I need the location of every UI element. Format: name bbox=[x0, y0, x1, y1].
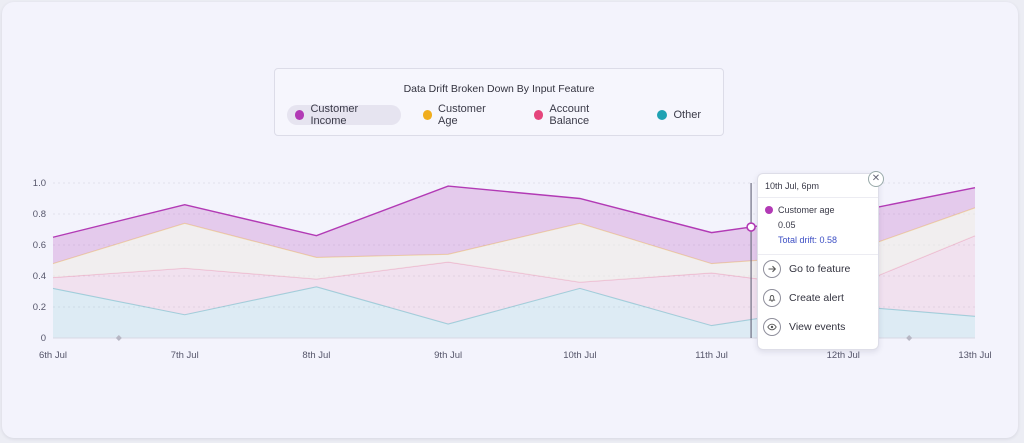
legend-item-other[interactable]: Other bbox=[649, 105, 709, 125]
legend: Customer Income Customer Age Account Bal… bbox=[287, 103, 723, 127]
action-label: Create alert bbox=[789, 292, 844, 304]
y-tick-label: 0.6 bbox=[33, 240, 46, 251]
area-customer-income bbox=[53, 186, 975, 264]
x-tick-label: 9th Jul bbox=[434, 350, 462, 361]
x-tick-label: 10th Jul bbox=[563, 350, 596, 361]
x-tick-label: 12th Jul bbox=[827, 350, 860, 361]
x-tick-label: 6th Jul bbox=[39, 350, 67, 361]
view-events-button[interactable]: View events bbox=[763, 316, 845, 338]
y-tick-label: 1.0 bbox=[33, 178, 46, 189]
divider bbox=[758, 254, 878, 255]
divider bbox=[758, 197, 878, 198]
bell-icon bbox=[763, 289, 781, 307]
area-other bbox=[53, 286, 975, 338]
y-tick-label: 0.4 bbox=[33, 271, 46, 282]
create-alert-button[interactable]: Create alert bbox=[763, 287, 844, 309]
legend-label: Account Balance bbox=[549, 103, 590, 127]
arrow-right-icon bbox=[763, 260, 781, 278]
y-tick-label: 0.2 bbox=[33, 302, 46, 313]
axis-marker bbox=[115, 335, 122, 341]
eye-icon bbox=[763, 318, 781, 336]
legend-dot bbox=[533, 110, 544, 120]
tooltip-time: 10th Jul, 6pm bbox=[765, 181, 820, 191]
go-to-feature-button[interactable]: Go to feature bbox=[763, 258, 850, 280]
x-tick-label: 13th Jul bbox=[958, 350, 991, 361]
legend-item-account-balance[interactable]: Account Balance bbox=[526, 103, 636, 127]
y-tick-label: 0.8 bbox=[33, 209, 46, 220]
legend-dot bbox=[657, 110, 668, 120]
action-label: Go to feature bbox=[789, 263, 851, 275]
x-tick-label: 8th Jul bbox=[302, 350, 330, 361]
legend-dot bbox=[295, 110, 305, 120]
legend-label: Customer Age bbox=[438, 103, 486, 127]
chart-title: Data Drift Broken Down By Input Feature bbox=[403, 83, 595, 95]
tooltip-feature-label: Customer age bbox=[778, 205, 835, 215]
tooltip-value: 0.05 bbox=[778, 220, 796, 230]
axis-marker bbox=[906, 335, 913, 341]
action-label: View events bbox=[789, 321, 846, 333]
feature-dot bbox=[765, 206, 773, 214]
tooltip-total: Total drift: 0.58 bbox=[778, 235, 838, 245]
legend-label: Other bbox=[673, 109, 701, 121]
area-customer-age bbox=[53, 207, 975, 290]
hover-point bbox=[746, 222, 756, 232]
x-tick-label: 11th Jul bbox=[695, 350, 728, 361]
legend-panel: Data Drift Broken Down By Input Feature … bbox=[274, 68, 724, 136]
hover-tooltip: 10th Jul, 6pm ✕ Customer age 0.05 Total … bbox=[757, 171, 884, 350]
area-account-balance bbox=[53, 235, 975, 326]
close-icon[interactable]: ✕ bbox=[868, 171, 884, 187]
legend-label: Customer Income bbox=[310, 103, 359, 127]
y-tick-label: 0 bbox=[41, 333, 46, 344]
x-tick-label: 7th Jul bbox=[171, 350, 199, 361]
legend-item-customer-age[interactable]: Customer Age bbox=[415, 103, 512, 127]
tooltip-feature: Customer age bbox=[765, 205, 835, 215]
legend-dot bbox=[422, 110, 433, 120]
legend-item-customer-income[interactable]: Customer Income bbox=[287, 103, 401, 127]
